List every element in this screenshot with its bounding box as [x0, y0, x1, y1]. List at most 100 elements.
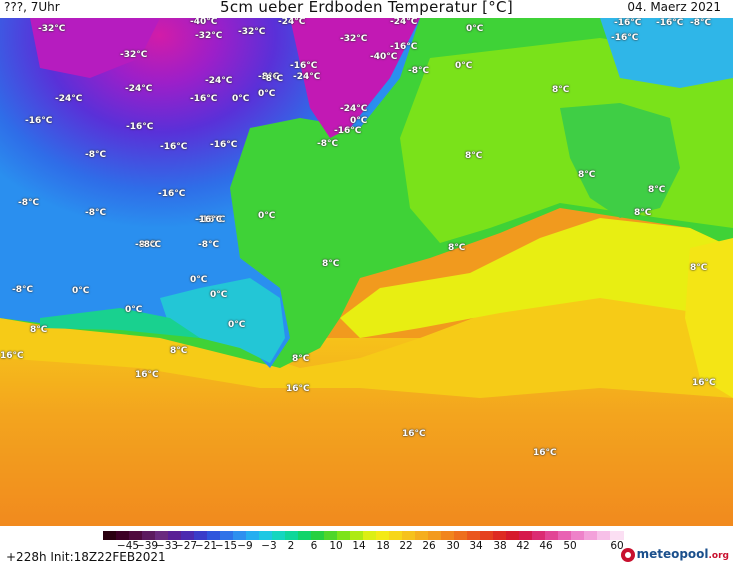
- isotherm-label: -24°C: [125, 84, 153, 94]
- isotherm-label: 0°C: [466, 24, 484, 34]
- isotherm-label: -32°C: [340, 34, 368, 44]
- scandinavia-cold-zone: [600, 18, 733, 88]
- isotherm-label: 0°C: [210, 290, 228, 300]
- isotherm-label: -40°C: [370, 52, 398, 62]
- color-scale-swatch: [155, 531, 169, 540]
- color-scale-swatch: [558, 531, 572, 540]
- color-scale-tick-label: −15: [214, 540, 238, 552]
- isotherm-label: 8°C: [634, 208, 652, 218]
- color-scale-tick-label: −39: [135, 540, 159, 552]
- isotherm-label: 0°C: [455, 61, 473, 71]
- isotherm-label: -16°C: [198, 215, 226, 225]
- isotherm-label: 0°C: [190, 275, 208, 285]
- isotherm-label: 16°C: [286, 384, 310, 394]
- color-scale-tick-label: 34: [469, 540, 483, 552]
- isotherm-label: 8°C: [292, 354, 310, 364]
- color-scale-swatch: [298, 531, 312, 540]
- color-scale-swatch: [428, 531, 442, 540]
- map-title: 5cm ueber Erdboden Temperatur [°C]: [220, 0, 513, 16]
- color-scale: [103, 531, 624, 540]
- color-scale-swatch: [116, 531, 130, 540]
- isotherm-label: 0°C: [232, 94, 250, 104]
- arctic-cold-zone: [30, 18, 160, 78]
- color-scale-swatch: [376, 531, 390, 540]
- color-scale-swatch: [610, 531, 624, 540]
- isotherm-label: -8°C: [18, 198, 40, 208]
- isotherm-label: -16°C: [210, 140, 238, 150]
- model-init-time: +228h Init:18Z22FEB2021: [6, 550, 166, 564]
- forecast-date: 04. Maerz 2021: [627, 0, 721, 14]
- isotherm-label: -8°C: [258, 72, 280, 82]
- isotherm-label: -32°C: [38, 24, 66, 34]
- isotherm-label: 8°C: [465, 151, 483, 161]
- isotherm-label: 0°C: [228, 320, 246, 330]
- color-scale-swatch: [142, 531, 156, 540]
- color-scale-swatch: [532, 531, 546, 540]
- teal-zone: [40, 308, 200, 338]
- color-scale-swatch: [519, 531, 533, 540]
- isotherm-label: 0°C: [72, 286, 90, 296]
- color-scale-swatch: [480, 531, 494, 540]
- color-scale-swatch: [259, 531, 273, 540]
- isotherm-label: 8°C: [690, 263, 708, 273]
- brand-logo[interactable]: meteopool.org: [620, 547, 729, 563]
- color-scale-tick-label: 22: [399, 540, 413, 552]
- color-scale-tick-label: 26: [422, 540, 436, 552]
- isotherm-label: -8°C: [12, 285, 34, 295]
- color-scale-tick-label: 2: [287, 540, 295, 552]
- british-isles: [560, 103, 680, 218]
- color-scale-swatch: [597, 531, 611, 540]
- isotherm-label: -24°C: [293, 72, 321, 82]
- isotherm-label: -8°C: [85, 208, 107, 218]
- isotherm-label: -16°C: [290, 61, 318, 71]
- color-scale-tick-label: 50: [563, 540, 577, 552]
- color-scale-swatch: [545, 531, 559, 540]
- color-scale-swatch: [389, 531, 403, 540]
- isotherm-label: -8°C: [85, 150, 107, 160]
- color-scale-tick-label: 18: [376, 540, 390, 552]
- color-scale-swatch: [584, 531, 598, 540]
- color-scale-swatch: [129, 531, 143, 540]
- temperature-field: [0, 18, 733, 526]
- yellow-zone: [0, 258, 733, 398]
- isotherm-label: -24°C: [390, 18, 418, 27]
- isotherm-label: 8°C: [322, 259, 340, 269]
- forecast-valid-time: ???, 7Uhr: [4, 0, 60, 14]
- isotherm-label: 8°C: [578, 170, 596, 180]
- color-scale-swatch: [571, 531, 585, 540]
- isotherm-label: -40°C: [190, 18, 218, 27]
- color-scale-tick-label: 60: [610, 540, 624, 552]
- isotherm-label: -16°C: [158, 189, 186, 199]
- isotherm-label: -32°C: [195, 31, 223, 41]
- brand-name: meteopool: [636, 547, 709, 561]
- isotherm-label: -8°C: [135, 240, 157, 250]
- color-scale-swatch: [233, 531, 247, 540]
- color-scale-swatch: [493, 531, 507, 540]
- isotherm-label: 16°C: [692, 378, 716, 388]
- isotherm-label: 8°C: [552, 85, 570, 95]
- color-scale-swatch: [285, 531, 299, 540]
- color-scale-tick-label: −33: [155, 540, 179, 552]
- cyan-zone: [160, 278, 285, 363]
- color-scale-tick-label: 14: [352, 540, 366, 552]
- isotherm-label: -16°C: [190, 94, 218, 104]
- isotherm-label: -24°C: [278, 18, 306, 27]
- isotherm-label: 0°C: [258, 211, 276, 221]
- isotherm-label: -24°C: [55, 94, 83, 104]
- color-scale-swatch: [441, 531, 455, 540]
- isotherm-label: -8°C: [408, 66, 430, 76]
- color-scale-swatch: [181, 531, 195, 540]
- isotherm-label: 0°C: [125, 305, 143, 315]
- color-scale-swatch: [194, 531, 208, 540]
- isotherm-label: -16°C: [390, 42, 418, 52]
- color-scale-swatch: [363, 531, 377, 540]
- color-scale-tick-label: −27: [174, 540, 198, 552]
- color-scale-swatch: [311, 531, 325, 540]
- isotherm-label: 8°C: [448, 243, 466, 253]
- color-scale-swatch: [350, 531, 364, 540]
- isotherm-label: -32°C: [238, 27, 266, 37]
- isotherm-label: 16°C: [0, 351, 24, 361]
- color-scale-swatch: [220, 531, 234, 540]
- color-scale-tick-label: 6: [310, 540, 318, 552]
- isotherm-label: 8°C: [170, 346, 188, 356]
